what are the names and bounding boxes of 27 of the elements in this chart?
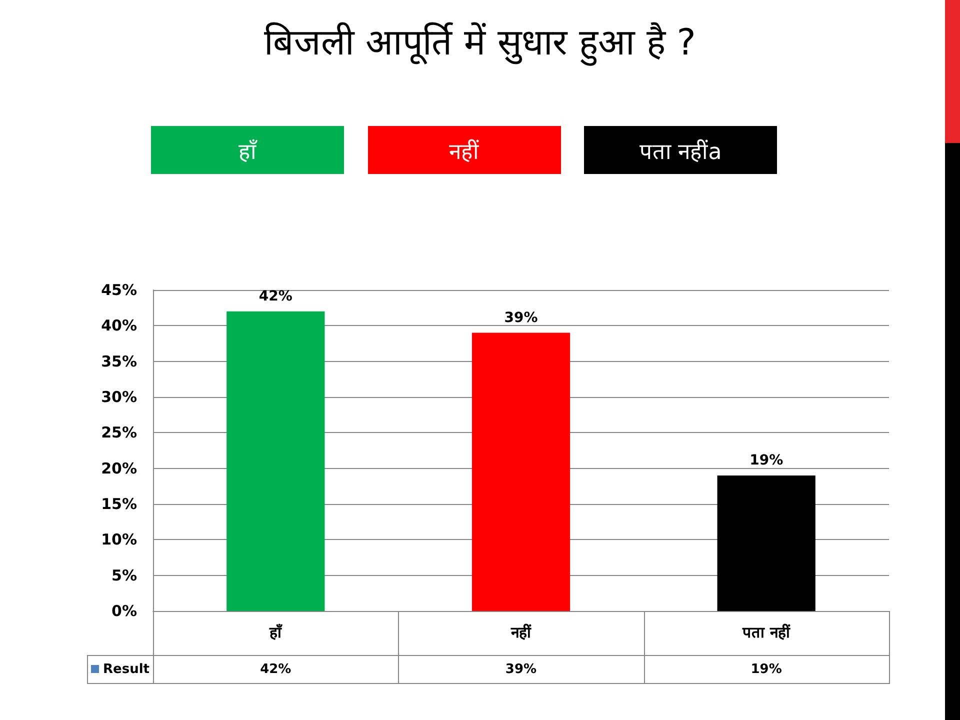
- bar: [472, 332, 570, 611]
- y-tick-label: 25%: [101, 424, 137, 442]
- chart-title: बिजली आपूर्ति में सुधार हुआ है ?: [264, 22, 696, 66]
- y-tick-label: 0%: [112, 602, 137, 620]
- text: Result: [103, 662, 150, 676]
- data-label: 19%: [750, 662, 782, 676]
- y-tick-label: 40%: [101, 316, 137, 335]
- text: नहीं: [368, 126, 560, 174]
- text: 42%: [258, 288, 292, 304]
- y-tick-label: 45%: [101, 281, 137, 299]
- y-tick-label: 20%: [101, 459, 137, 478]
- y-tick-label: 35%: [101, 352, 137, 370]
- text: 19%: [750, 452, 784, 468]
- bar: [226, 311, 325, 611]
- y-tick-label: 15%: [101, 495, 137, 513]
- text: हाँ: [151, 126, 344, 174]
- bar: [717, 475, 816, 611]
- x-tick-label: पता नहीं: [742, 624, 791, 642]
- data-label: 42%: [260, 662, 292, 676]
- text: 39%: [504, 310, 538, 326]
- text: पता नहींa: [584, 126, 777, 174]
- data-label: 39%: [505, 662, 537, 676]
- x-tick-label: नहीं: [510, 624, 532, 642]
- y-tick-label: 30%: [101, 388, 137, 406]
- x-tick-label: हाँ: [268, 624, 284, 642]
- y-tick-label: 5%: [112, 566, 137, 584]
- y-tick-label: 10%: [101, 530, 137, 549]
